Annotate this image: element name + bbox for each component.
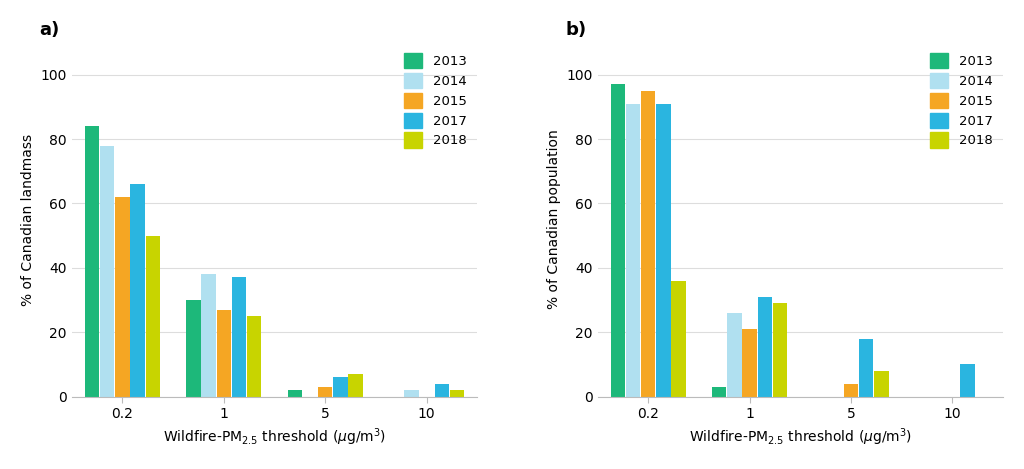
Bar bbox=[404, 390, 419, 397]
Bar bbox=[844, 384, 858, 397]
Bar bbox=[231, 278, 246, 397]
Bar bbox=[859, 339, 873, 397]
Text: a): a) bbox=[39, 21, 59, 39]
Bar bbox=[216, 310, 231, 397]
Bar bbox=[641, 91, 655, 397]
Bar bbox=[130, 184, 144, 397]
Bar bbox=[247, 316, 261, 397]
Bar bbox=[450, 390, 464, 397]
Bar bbox=[288, 390, 302, 397]
Bar bbox=[610, 84, 625, 397]
Bar bbox=[434, 384, 449, 397]
Bar bbox=[773, 303, 787, 397]
Bar bbox=[727, 313, 741, 397]
Bar bbox=[712, 387, 726, 397]
Bar bbox=[100, 145, 115, 397]
Bar bbox=[317, 387, 333, 397]
Bar bbox=[145, 235, 160, 397]
Y-axis label: % of Canadian landmass: % of Canadian landmass bbox=[20, 134, 35, 306]
Bar bbox=[742, 329, 757, 397]
Legend: 2013, 2014, 2015, 2017, 2018: 2013, 2014, 2015, 2017, 2018 bbox=[926, 49, 996, 151]
Bar bbox=[626, 104, 640, 397]
Bar bbox=[961, 364, 975, 397]
Bar bbox=[672, 281, 686, 397]
X-axis label: Wildfire-PM$_{2.5}$ threshold ($\mu$g/m$^3$): Wildfire-PM$_{2.5}$ threshold ($\mu$g/m$… bbox=[689, 427, 912, 448]
Bar bbox=[202, 274, 216, 397]
Bar bbox=[348, 374, 362, 397]
Bar bbox=[874, 371, 889, 397]
Bar bbox=[85, 126, 99, 397]
Bar bbox=[758, 297, 772, 397]
X-axis label: Wildfire-PM$_{2.5}$ threshold ($\mu$g/m$^3$): Wildfire-PM$_{2.5}$ threshold ($\mu$g/m$… bbox=[163, 427, 386, 448]
Bar bbox=[115, 197, 130, 397]
Legend: 2013, 2014, 2015, 2017, 2018: 2013, 2014, 2015, 2017, 2018 bbox=[399, 49, 471, 151]
Text: b): b) bbox=[565, 21, 586, 39]
Bar bbox=[656, 104, 671, 397]
Bar bbox=[186, 300, 201, 397]
Y-axis label: % of Canadian population: % of Canadian population bbox=[547, 129, 561, 310]
Bar bbox=[333, 377, 347, 397]
